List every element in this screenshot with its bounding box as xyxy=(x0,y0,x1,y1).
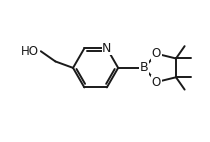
Text: N: N xyxy=(102,42,112,55)
Text: O: O xyxy=(152,76,161,89)
Text: HO: HO xyxy=(21,45,39,58)
Text: O: O xyxy=(152,47,161,60)
Text: B: B xyxy=(140,61,148,74)
